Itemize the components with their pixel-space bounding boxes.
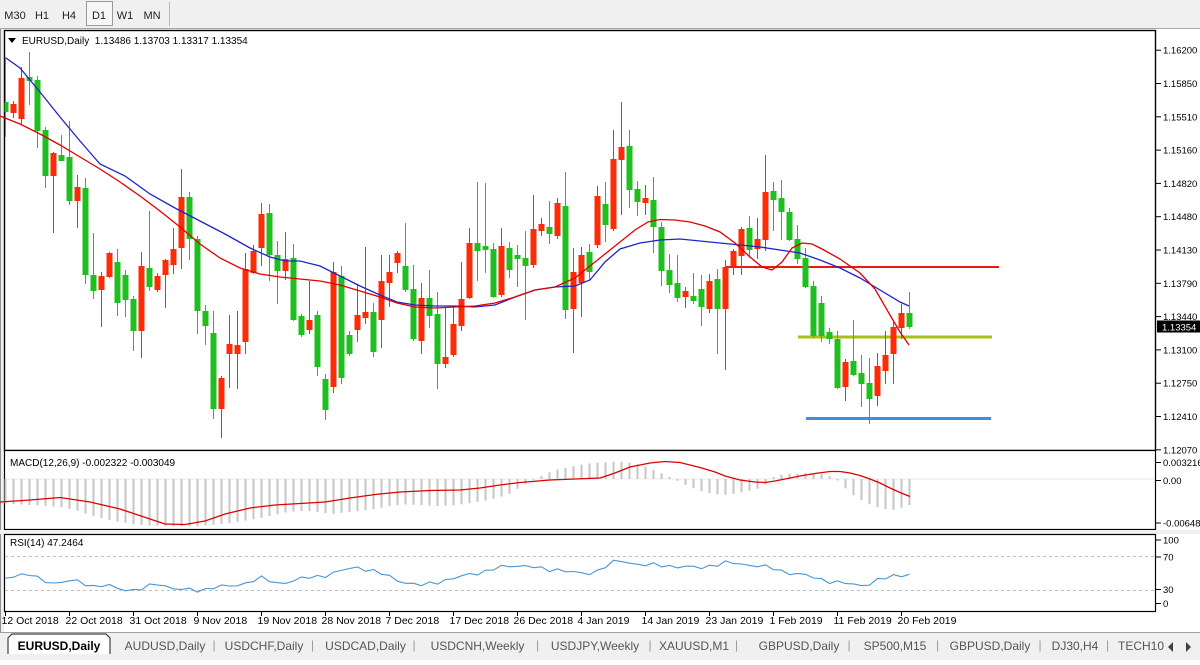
svg-text:H4: H4 bbox=[62, 10, 76, 22]
svg-text:USDJPY,Weekly: USDJPY,Weekly bbox=[551, 639, 639, 653]
svg-text:USDCAD,Daily: USDCAD,Daily bbox=[325, 639, 406, 653]
svg-text:|: | bbox=[412, 638, 415, 652]
svg-text:|: | bbox=[311, 638, 314, 652]
svg-text:|: | bbox=[847, 638, 850, 652]
svg-text:26 Dec 2018: 26 Dec 2018 bbox=[514, 615, 574, 627]
svg-text:11 Feb 2019: 11 Feb 2019 bbox=[834, 615, 892, 627]
svg-text:1.12750: 1.12750 bbox=[1163, 379, 1197, 390]
svg-text:1.12410: 1.12410 bbox=[1163, 412, 1197, 423]
svg-text:100: 100 bbox=[1163, 536, 1179, 547]
svg-text:GBPUSD,Daily: GBPUSD,Daily bbox=[759, 639, 840, 653]
svg-text:30: 30 bbox=[1163, 585, 1174, 596]
svg-text:DJ30,H4: DJ30,H4 bbox=[1052, 639, 1099, 653]
svg-text:|: | bbox=[1106, 638, 1109, 652]
svg-text:MN: MN bbox=[143, 10, 160, 22]
svg-text:1.15850: 1.15850 bbox=[1163, 79, 1197, 90]
svg-text:|: | bbox=[1038, 638, 1041, 652]
svg-text:1.13790: 1.13790 bbox=[1163, 279, 1197, 290]
svg-text:31 Oct 2018: 31 Oct 2018 bbox=[130, 615, 187, 627]
svg-text:1.15160: 1.15160 bbox=[1163, 146, 1197, 157]
svg-text:1.13354: 1.13354 bbox=[1162, 323, 1196, 334]
svg-text:M30: M30 bbox=[4, 10, 25, 22]
svg-text:|: | bbox=[936, 638, 939, 652]
svg-text:USDCHF,Daily: USDCHF,Daily bbox=[225, 639, 304, 653]
svg-text:17 Dec 2018: 17 Dec 2018 bbox=[450, 615, 510, 627]
svg-text:1.15510: 1.15510 bbox=[1163, 112, 1197, 123]
svg-text:W1: W1 bbox=[117, 10, 134, 22]
svg-text:EURUSD,Daily 1.13486 1.13703: EURUSD,Daily 1.13486 1.13703 1.13317 1.1… bbox=[22, 36, 248, 47]
svg-text:12 Oct 2018: 12 Oct 2018 bbox=[2, 615, 59, 627]
svg-text:1.14820: 1.14820 bbox=[1163, 179, 1197, 190]
svg-text:0.00: 0.00 bbox=[1163, 476, 1182, 487]
svg-text:0.003216: 0.003216 bbox=[1163, 458, 1200, 469]
svg-text:GBPUSD,Daily: GBPUSD,Daily bbox=[950, 639, 1031, 653]
svg-text:1.13440: 1.13440 bbox=[1163, 312, 1197, 323]
svg-text:|: | bbox=[735, 638, 738, 652]
svg-text:XAUUSD,M1: XAUUSD,M1 bbox=[659, 639, 729, 653]
svg-text:4 Jan 2019: 4 Jan 2019 bbox=[578, 615, 630, 627]
svg-text:1.12070: 1.12070 bbox=[1163, 445, 1197, 456]
svg-text:MACD(12,26,9) -0.002322 -0.003: MACD(12,26,9) -0.002322 -0.003049 bbox=[10, 458, 176, 469]
svg-text:14 Jan 2019: 14 Jan 2019 bbox=[642, 615, 700, 627]
svg-text:1.14130: 1.14130 bbox=[1163, 246, 1197, 257]
svg-text:EURUSD,Daily: EURUSD,Daily bbox=[18, 639, 101, 653]
svg-text:9 Nov 2018: 9 Nov 2018 bbox=[194, 615, 248, 627]
svg-text:20 Feb 2019: 20 Feb 2019 bbox=[898, 615, 957, 627]
svg-text:|: | bbox=[212, 638, 215, 652]
svg-text:RSI(14) 47.2464: RSI(14) 47.2464 bbox=[10, 538, 84, 549]
svg-text:1 Feb 2019: 1 Feb 2019 bbox=[770, 615, 823, 627]
svg-text:D1: D1 bbox=[92, 10, 106, 22]
svg-text:-0.006485: -0.006485 bbox=[1163, 519, 1200, 530]
svg-text:SP500,M15: SP500,M15 bbox=[864, 639, 927, 653]
svg-text:1.13100: 1.13100 bbox=[1163, 345, 1197, 356]
svg-text:USDCNH,Weekly: USDCNH,Weekly bbox=[431, 639, 525, 653]
svg-text:TECH10: TECH10 bbox=[1118, 639, 1164, 653]
svg-text:H1: H1 bbox=[35, 10, 49, 22]
svg-text:19 Nov 2018: 19 Nov 2018 bbox=[258, 615, 318, 627]
svg-text:28 Nov 2018: 28 Nov 2018 bbox=[322, 615, 382, 627]
svg-text:0: 0 bbox=[1163, 599, 1168, 610]
svg-text:70: 70 bbox=[1163, 553, 1174, 564]
svg-text:22 Oct 2018: 22 Oct 2018 bbox=[66, 615, 123, 627]
svg-text:1.16200: 1.16200 bbox=[1163, 46, 1197, 57]
svg-text:AUDUSD,Daily: AUDUSD,Daily bbox=[125, 639, 206, 653]
svg-text:|: | bbox=[536, 638, 539, 652]
svg-text:23 Jan 2019: 23 Jan 2019 bbox=[706, 615, 764, 627]
svg-text:7 Dec 2018: 7 Dec 2018 bbox=[386, 615, 440, 627]
svg-text:1.14480: 1.14480 bbox=[1163, 212, 1197, 223]
svg-text:|: | bbox=[648, 638, 651, 652]
